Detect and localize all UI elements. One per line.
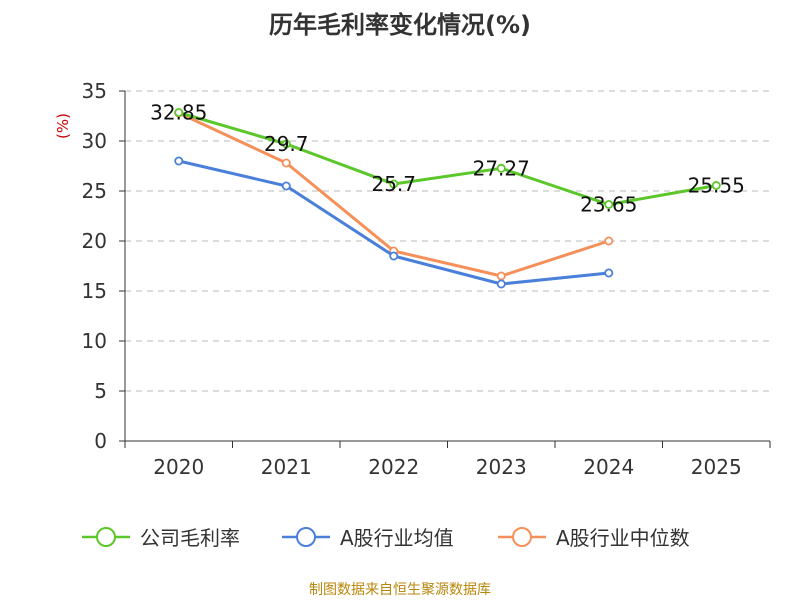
data-label: 27.27 [473,156,530,180]
data-label: 25.55 [688,174,745,198]
y-axis-unit-label: (%) [54,113,72,139]
source-note: 制图数据来自恒生聚源数据库 [309,582,491,598]
data-label: 23.65 [580,193,637,217]
y-tick-label: 0 [94,429,107,453]
legend-item: 公司毛利率 [82,526,240,550]
x-tick-label: 2021 [261,455,312,479]
legend-marker [296,527,316,547]
data-label: 29.7 [264,132,309,156]
legend: 公司毛利率 A股行业均值 A股行业中位数 [82,526,690,550]
data-point [389,251,399,261]
x-tick-label: 2025 [691,455,742,479]
y-tick-label: 10 [82,329,107,353]
data-point [604,236,614,246]
y-tick-label: 30 [82,129,107,153]
data-point [496,279,506,289]
data-point [711,180,721,190]
data-label: 25.7 [371,172,416,196]
y-tick-label: 5 [94,379,107,403]
x-tick-label: 2023 [476,455,527,479]
data-point [174,108,184,118]
data-point [174,156,184,166]
series-line [178,111,717,206]
legend-label: A股行业均值 [340,526,454,550]
data-point [281,181,291,191]
legend-item: A股行业中位数 [498,526,690,550]
legend-label: A股行业中位数 [556,526,690,550]
data-point [281,158,291,168]
y-tick-label: 15 [82,279,107,303]
data-label-layer: 32.85 29.7 25.7 27.27 23.65 25.55 [150,101,745,217]
legend-label: 公司毛利率 [140,526,240,550]
legend-marker [96,527,116,547]
y-tick-label: 35 [82,79,107,103]
y-tick-label: 20 [82,229,107,253]
grid-layer [125,90,770,392]
series-layer [174,108,721,289]
x-tick-label: 2024 [583,455,634,479]
data-point [604,268,614,278]
data-point [604,199,614,209]
x-tick-label: 2022 [368,455,419,479]
y-tick-label: 25 [82,179,107,203]
x-tick-label: 2020 [153,455,204,479]
data-point [389,179,399,189]
data-point [496,163,506,173]
chart-title: 历年毛利率变化情况(%) [269,11,531,39]
legend-marker [512,527,532,547]
legend-item: A股行业均值 [282,526,454,550]
data-point [281,139,291,149]
data-point [496,271,506,281]
data-label: 32.85 [150,101,207,125]
